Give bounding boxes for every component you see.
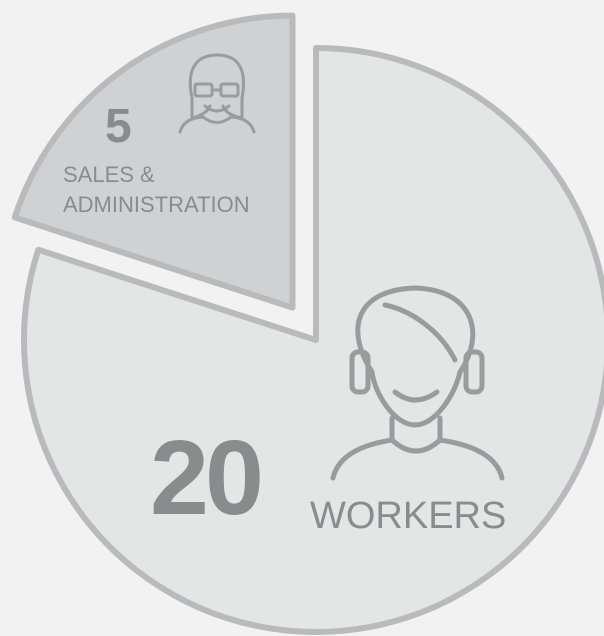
pie-slice xyxy=(11,12,296,311)
slice-value: 20 xyxy=(150,419,264,537)
slice-label: WORKERS xyxy=(310,495,507,537)
slices xyxy=(11,12,604,635)
slice-value: 5 xyxy=(105,100,132,153)
sales-icon xyxy=(178,53,256,134)
worker-icon xyxy=(330,285,505,481)
slice-label: SALES & ADMINISTRATION xyxy=(63,162,250,217)
pie-slice xyxy=(21,45,604,635)
